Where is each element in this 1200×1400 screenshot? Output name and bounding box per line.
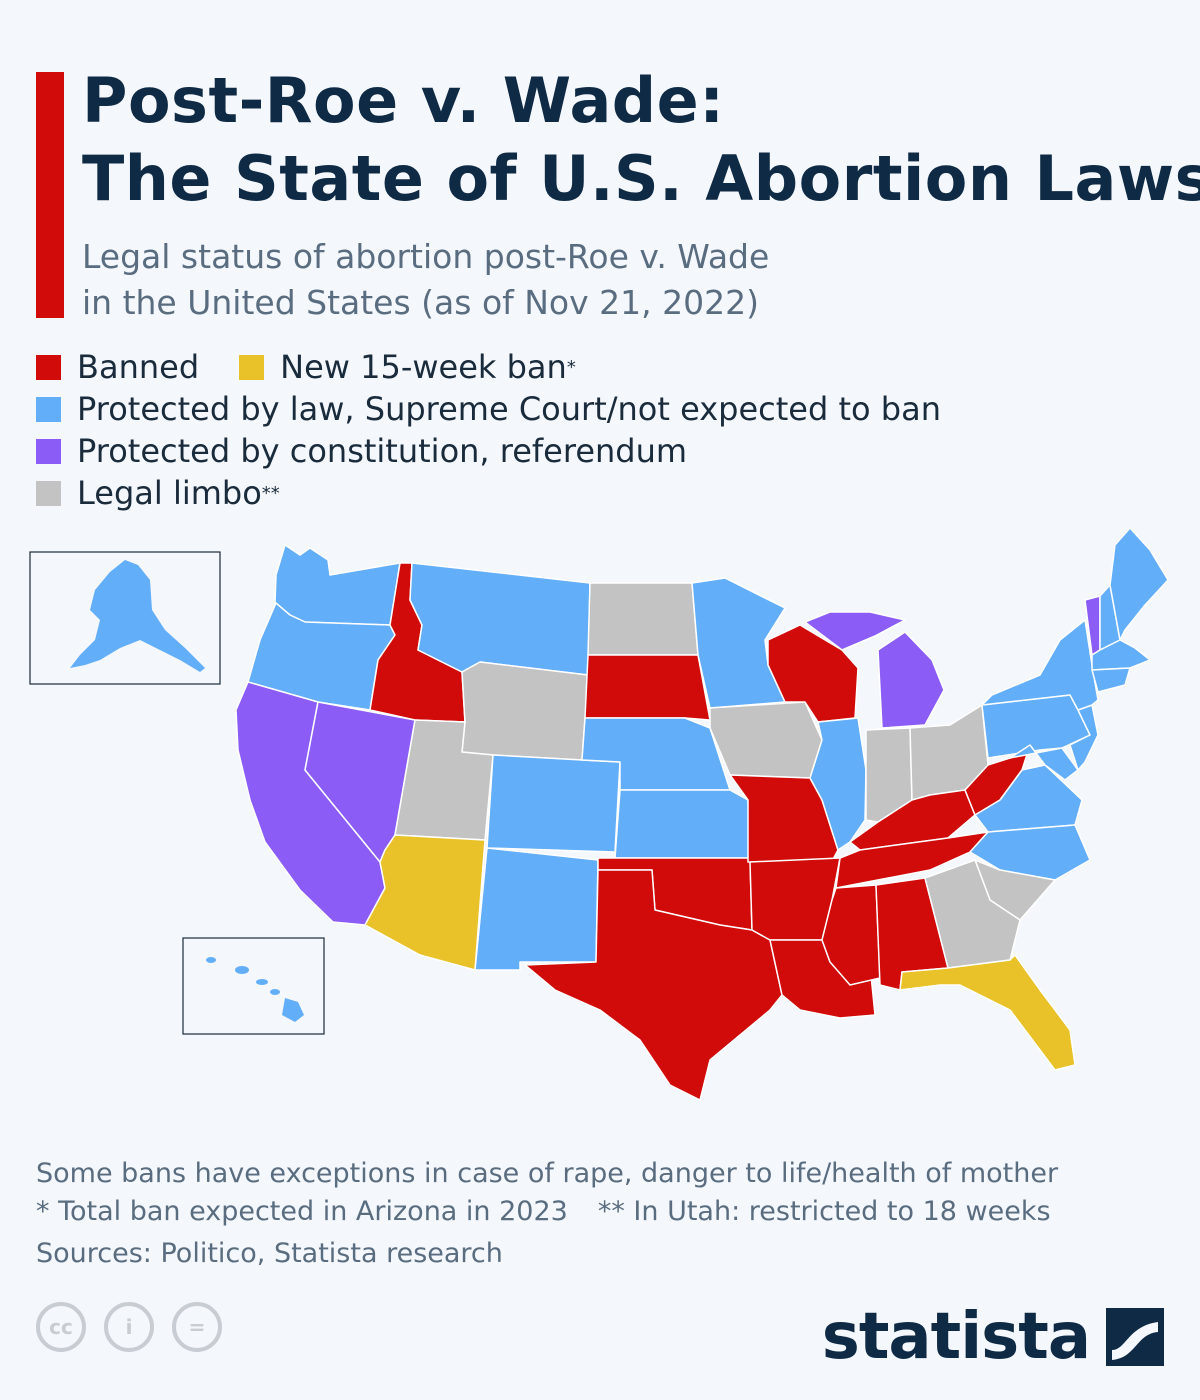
legend: Banned New 15-week ban * Protected by law…: [36, 346, 981, 514]
attribution-icon[interactable]: i: [104, 1302, 154, 1352]
legend-item-banned: Banned: [36, 348, 199, 386]
brand[interactable]: statista: [822, 1300, 1164, 1374]
state-wyoming: [461, 661, 589, 761]
legend-row-2: Protected by law, Supreme Court/not expe…: [36, 388, 981, 430]
legend-item-15-week-ban: New 15-week ban *: [239, 348, 576, 386]
legend-item-legal-limbo: Legal limbo **: [36, 474, 280, 512]
state-illinois: [809, 717, 867, 851]
state-kansas: [614, 789, 751, 859]
legend-item-protected-constitution: Protected by constitution, referendum: [36, 432, 687, 470]
alaska-inset: [29, 551, 221, 685]
hawaii-inset: [182, 937, 325, 1035]
legend-swatch-protected-constitution: [36, 438, 61, 464]
legend-swatch-protected-law: [36, 396, 61, 422]
legend-row-1: Banned New 15-week ban *: [36, 346, 981, 388]
footer-sources: Sources: Politico, Statista research: [36, 1238, 503, 1269]
brand-name: statista: [821, 1300, 1091, 1374]
legend-label-protected-constitution: Protected by constitution, referendum: [77, 432, 688, 470]
statista-logo-icon: [1106, 1308, 1164, 1366]
state-alaska: [70, 560, 205, 672]
state-hawaii: [282, 998, 304, 1022]
license-icons: cc i =: [36, 1302, 240, 1352]
legend-row-4: Legal limbo **: [36, 472, 981, 514]
state-michigan: [877, 631, 945, 729]
state-maine: [1109, 527, 1169, 641]
state-florida: [899, 954, 1076, 1071]
footer-note: Some bans have exceptions in case of rap…: [36, 1158, 1059, 1189]
page-title: Post-Roe v. Wade: The State of U.S. Abor…: [82, 62, 1200, 218]
subtitle-line-1: Legal status of abortion post-Roe v. Wad…: [82, 237, 770, 276]
state-arizona: [364, 834, 486, 971]
subtitle-line-2: in the United States (as of Nov 21, 2022…: [82, 283, 759, 322]
page-subtitle: Legal status of abortion post-Roe v. Wad…: [82, 234, 769, 326]
title-line-2: The State of U.S. Abortion Laws: [82, 142, 1200, 215]
state-north-dakota: [587, 582, 699, 656]
state-new-mexico: [474, 847, 599, 971]
footer-footnotes: * Total ban expected in Arizona in 2023 *…: [36, 1193, 1058, 1231]
legend-item-protected-law: Protected by law, Supreme Court/not expe…: [36, 390, 941, 428]
legend-swatch-15-week-ban: [239, 354, 265, 380]
title-accent-bar: [36, 72, 64, 318]
state-michigan-upper: [804, 611, 906, 651]
footnote-arizona: * Total ban expected in Arizona in 2023: [36, 1196, 568, 1227]
state-new-york: [981, 619, 1099, 711]
legend-swatch-legal-limbo: [36, 480, 61, 506]
state-iowa: [709, 701, 823, 779]
legend-row-3: Protected by constitution, referendum: [36, 430, 981, 472]
legend-marker-legal-limbo: **: [261, 482, 280, 504]
no-derivatives-icon[interactable]: =: [172, 1302, 222, 1352]
legend-marker-15-week-ban: *: [566, 356, 576, 378]
state-texas: [524, 869, 783, 1101]
state-colorado: [486, 754, 621, 853]
legend-label-legal-limbo: Legal limbo: [77, 474, 262, 512]
footnote-utah: ** In Utah: restricted to 18 weeks: [597, 1196, 1051, 1227]
cc-icon[interactable]: cc: [36, 1302, 86, 1352]
us-map: [29, 527, 1169, 1101]
legend-swatch-banned: [36, 354, 61, 380]
legend-label-protected-law: Protected by law, Supreme Court/not expe…: [77, 390, 941, 428]
state-south-dakota: [584, 654, 711, 721]
state-delaware-nj: [1069, 704, 1099, 771]
legend-label-15-week-ban: New 15-week ban: [280, 348, 567, 386]
state-connecticut-ri: [1091, 667, 1131, 693]
title-line-1: Post-Roe v. Wade:: [82, 64, 725, 137]
legend-label-banned: Banned: [77, 348, 200, 386]
state-washington: [274, 544, 401, 626]
state-maryland: [1009, 744, 1079, 781]
state-montana: [409, 562, 591, 676]
footer-notes: Some bans have exceptions in case of rap…: [36, 1155, 1058, 1273]
